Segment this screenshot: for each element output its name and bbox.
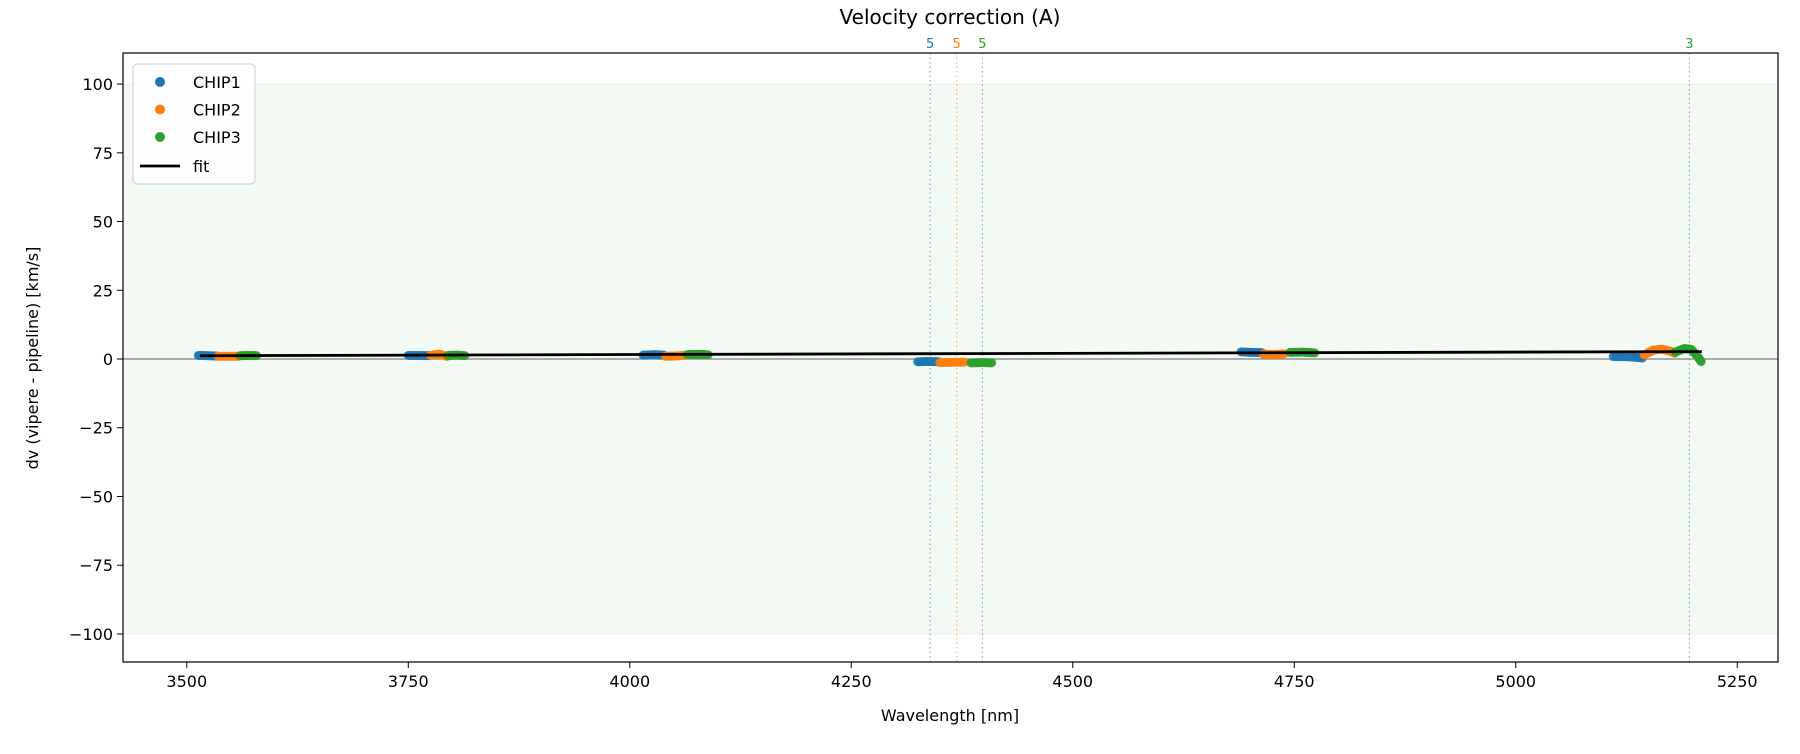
y-tick-label: −100 [69, 625, 113, 644]
series-chip2-segment-3 [935, 357, 970, 368]
series-chip1-segment-5 [1608, 352, 1647, 363]
series-chip3-segment-3 [966, 358, 997, 368]
legend-label-chip2: CHIP2 [193, 101, 241, 120]
y-tick-label: −75 [79, 556, 113, 575]
x-tick-label: 4000 [609, 672, 650, 691]
y-tick-label: 25 [93, 281, 113, 300]
y-tick-label: −25 [79, 419, 113, 438]
y-tick-label: 100 [82, 75, 113, 94]
fit-line [200, 350, 1702, 358]
x-tick-label: 3750 [388, 672, 429, 691]
x-tick-label: 4250 [831, 672, 872, 691]
x-axis-label: Wavelength [nm] [881, 706, 1019, 725]
legend-label-chip1: CHIP1 [193, 73, 241, 92]
legend-label-fit: fit [193, 157, 209, 176]
legend-marker-chip3 [155, 132, 165, 142]
marker-label-1: 5 [953, 37, 961, 52]
legend-marker-chip2 [155, 104, 165, 115]
y-axis-label: dv (vipere - pipeline) [km/s] [23, 247, 42, 470]
legend-box [132, 63, 256, 185]
axes-frame [122, 52, 1779, 663]
y-tick-label: −50 [79, 487, 113, 506]
x-tick-label: 5000 [1495, 672, 1536, 691]
marker-label-0: 5 [926, 37, 934, 52]
y-tick-label: 50 [93, 213, 113, 232]
marker-label-3: 3 [1685, 37, 1693, 52]
data-point [1696, 357, 1706, 367]
x-tick-label: 5250 [1717, 672, 1758, 691]
legend-label-chip3: CHIP3 [193, 128, 241, 147]
x-tick-label: 3500 [166, 672, 207, 691]
x-tick-label: 4500 [1052, 672, 1093, 691]
data-point [987, 358, 997, 368]
series-chip2-segment-4 [1258, 349, 1289, 360]
y-tick-label: 0 [103, 350, 113, 369]
marker-label-2: 5 [978, 37, 986, 52]
x-tick-label: 4750 [1274, 672, 1315, 691]
legend-marker-chip1 [155, 77, 165, 87]
y-tick-label: 75 [93, 144, 113, 163]
chart-title: Velocity correction (A) [840, 5, 1061, 29]
